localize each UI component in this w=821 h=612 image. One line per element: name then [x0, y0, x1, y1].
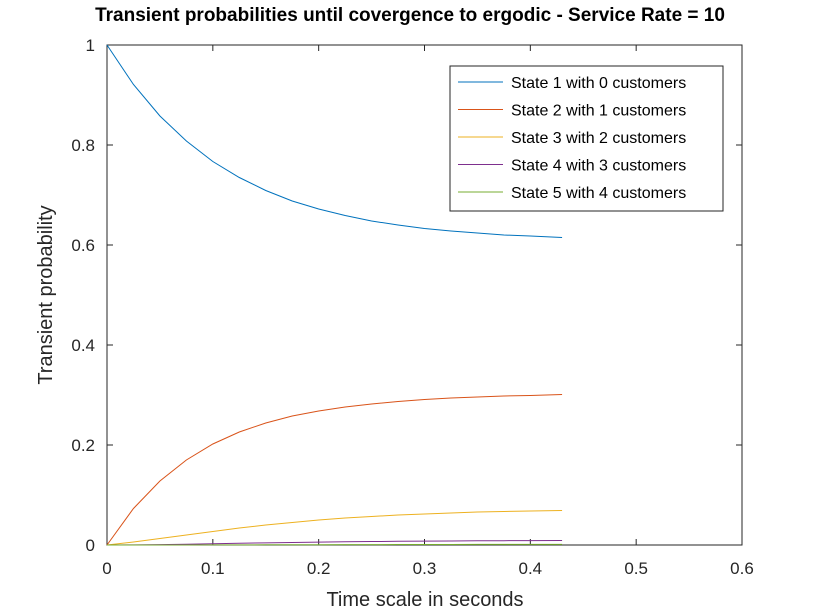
x-axis-label: Time scale in seconds [326, 589, 523, 611]
x-tick-label: 0.6 [730, 559, 754, 578]
legend-label-state-5: State 5 with 4 customers [511, 185, 686, 202]
legend-box [449, 65, 724, 212]
x-tick-label: 0.2 [307, 559, 331, 578]
y-tick-label: 0.4 [71, 336, 95, 355]
y-tick-label: 0.2 [71, 436, 95, 455]
legend: State 1 with 0 customers State 2 with 1 c… [449, 65, 724, 212]
x-tick-label: 0.4 [519, 559, 543, 578]
y-tick-label: 0 [86, 536, 95, 555]
x-tick-label: 0.1 [201, 559, 225, 578]
legend-label-state-1: State 1 with 0 customers [511, 75, 686, 92]
series-line-state-3 [106, 510, 563, 546]
x-tick-label: 0.3 [413, 559, 437, 578]
tick-labels: 0 0.1 0.2 0.3 0.4 0.5 0.6 0 0.2 0.4 0.6 0.8 1 [71, 36, 753, 578]
y-tick-label: 0.6 [71, 236, 95, 255]
x-tick-label: 0.5 [624, 559, 648, 578]
series-line-state-5 [107, 543, 563, 546]
x-tick-label: 0 [102, 559, 111, 578]
y-tick-label: 1 [86, 36, 95, 55]
chart-title: Transient probabilities until covergence… [95, 5, 725, 26]
legend-label-state-4: State 4 with 3 customers [511, 158, 686, 175]
series-lines [106, 44, 563, 546]
y-tick-label: 0.8 [71, 136, 95, 155]
series-line-state-4 [106, 540, 563, 546]
legend-label-state-2: State 2 with 1 customers [511, 103, 686, 120]
series-line-state-2 [106, 394, 563, 546]
y-axis-label: Transient probability [35, 205, 57, 384]
series-line-state-1 [106, 44, 563, 238]
legend-label-state-3: State 3 with 2 customers [511, 130, 686, 147]
